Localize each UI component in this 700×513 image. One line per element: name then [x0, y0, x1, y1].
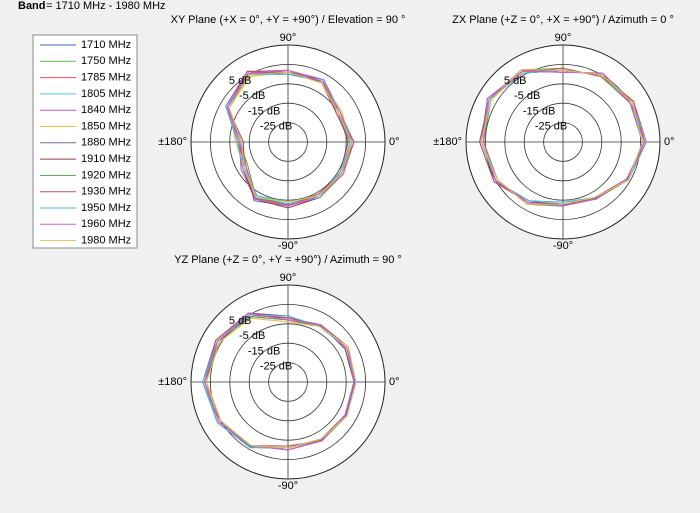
theta-tick-label: ±180°: [158, 136, 187, 148]
theta-tick-label: 90°: [280, 272, 297, 284]
header-text: = 1710 MHz - 1980 MHz: [46, 0, 166, 12]
theta-tick-label: ±180°: [158, 376, 187, 388]
legend-label: 1850 MHz: [81, 120, 131, 132]
legend-label: 1785 MHz: [81, 72, 131, 84]
r-tick-label: -5 dB: [239, 90, 265, 102]
theta-tick-label: 0°: [389, 136, 400, 148]
theta-tick-label: -90°: [278, 240, 298, 252]
legend-label: 1910 MHz: [81, 153, 131, 165]
pattern-line: [204, 312, 355, 451]
legend-label: 1980 MHz: [81, 235, 131, 247]
chart-title: YZ Plane (+Z = 0°, +Y = +90°) / Azimuth …: [174, 254, 402, 266]
r-tick-label: -25 dB: [260, 361, 292, 373]
theta-tick-label: 0°: [664, 136, 675, 148]
theta-tick-label: 0°: [389, 376, 400, 388]
legend-label: 1880 MHz: [81, 137, 131, 149]
legend-label: 1960 MHz: [81, 218, 131, 230]
theta-tick-label: -90°: [553, 240, 573, 252]
legend-label: 1805 MHz: [81, 88, 131, 100]
theta-tick-label: -90°: [278, 480, 298, 492]
legend-label: 1840 MHz: [81, 104, 131, 116]
theta-tick-label: ±180°: [433, 136, 462, 148]
r-tick-label: -25 dB: [260, 121, 292, 133]
pattern-line: [482, 70, 646, 207]
r-tick-label: -15 dB: [523, 105, 555, 117]
r-tick-label: -15 dB: [248, 105, 280, 117]
theta-tick-label: 90°: [555, 32, 572, 44]
legend-label: 1710 MHz: [81, 39, 131, 51]
r-tick-label: 5 dB: [229, 75, 252, 87]
chart-title: XY Plane (+X = 0°, +Y = +90°) / Elevatio…: [171, 14, 406, 26]
r-tick-label: -25 dB: [535, 121, 567, 133]
r-tick-label: 5 dB: [504, 75, 527, 87]
pattern-line: [225, 73, 351, 205]
r-tick-label: -5 dB: [514, 90, 540, 102]
pattern-line: [228, 71, 353, 203]
legend-label: 1750 MHz: [81, 55, 131, 67]
theta-tick-label: 90°: [280, 32, 297, 44]
header-label: Band: [18, 0, 46, 12]
r-tick-label: 5 dB: [229, 315, 252, 327]
pattern-line: [480, 69, 644, 205]
r-tick-label: -5 dB: [239, 330, 265, 342]
chart-title: ZX Plane (+Z = 0°, +X = +90°) / Azimuth …: [452, 14, 674, 26]
r-tick-label: -15 dB: [248, 345, 280, 357]
legend-label: 1950 MHz: [81, 202, 131, 214]
pattern-line: [205, 317, 357, 449]
legend-label: 1920 MHz: [81, 169, 131, 181]
legend-label: 1930 MHz: [81, 186, 131, 198]
legend-box: [32, 34, 138, 249]
